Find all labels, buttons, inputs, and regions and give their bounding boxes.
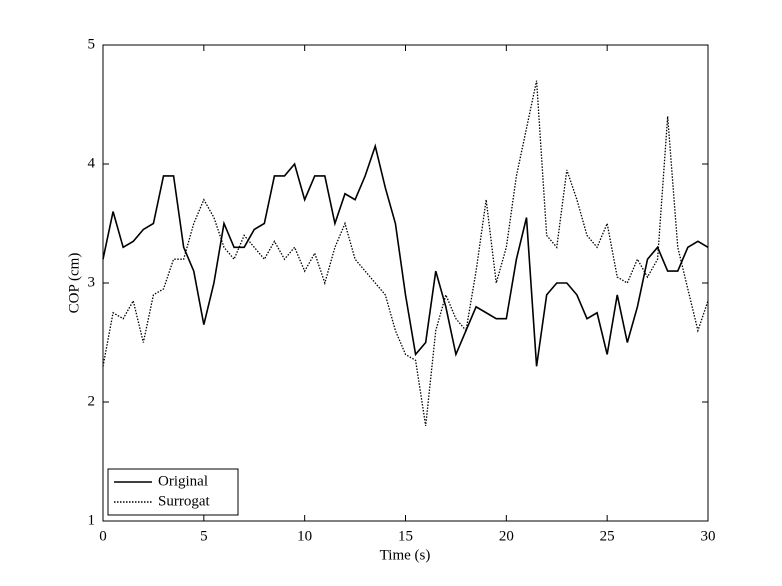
y-tick-label: 2 <box>88 393 96 409</box>
x-tick-label: 10 <box>297 528 312 544</box>
x-tick-label: 25 <box>600 528 615 544</box>
legend-label: Surrogat <box>158 493 210 509</box>
x-tick-label: 15 <box>398 528 413 544</box>
y-tick-label: 3 <box>88 274 96 290</box>
y-tick-label: 1 <box>88 512 96 528</box>
x-tick-label: 5 <box>200 528 208 544</box>
y-axis-label: COP (cm) <box>66 253 82 314</box>
x-tick-label: 0 <box>99 528 107 544</box>
x-tick-label: 30 <box>701 528 716 544</box>
y-tick-label: 4 <box>88 155 96 171</box>
x-axis-label: Time (s) <box>380 547 431 563</box>
x-tick-label: 20 <box>499 528 514 544</box>
series-line <box>102 80 709 426</box>
series-line <box>102 143 709 367</box>
legend-label: Original <box>158 473 208 489</box>
legend <box>107 468 239 516</box>
y-tick-label: 5 <box>88 36 96 52</box>
plot-area <box>102 44 709 522</box>
